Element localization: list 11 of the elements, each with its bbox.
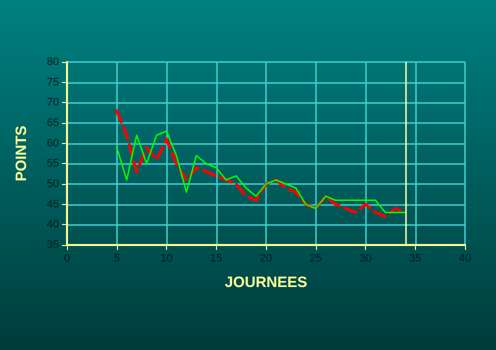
x-axis-title: JOURNEES (224, 274, 308, 291)
y-tick-label: 65 (46, 117, 59, 129)
y-tick-label: 60 (46, 137, 59, 150)
line-series (116, 130, 406, 214)
y-axis-title: POINTS (13, 126, 30, 182)
y-tick-label: 70 (46, 96, 59, 109)
y-tick-label: 45 (46, 198, 59, 210)
y-tick-label: 55 (46, 158, 59, 170)
y-tick-label: 80 (46, 56, 59, 68)
y-tick-label: 75 (46, 76, 59, 88)
y-tick-label: 50 (46, 178, 59, 190)
